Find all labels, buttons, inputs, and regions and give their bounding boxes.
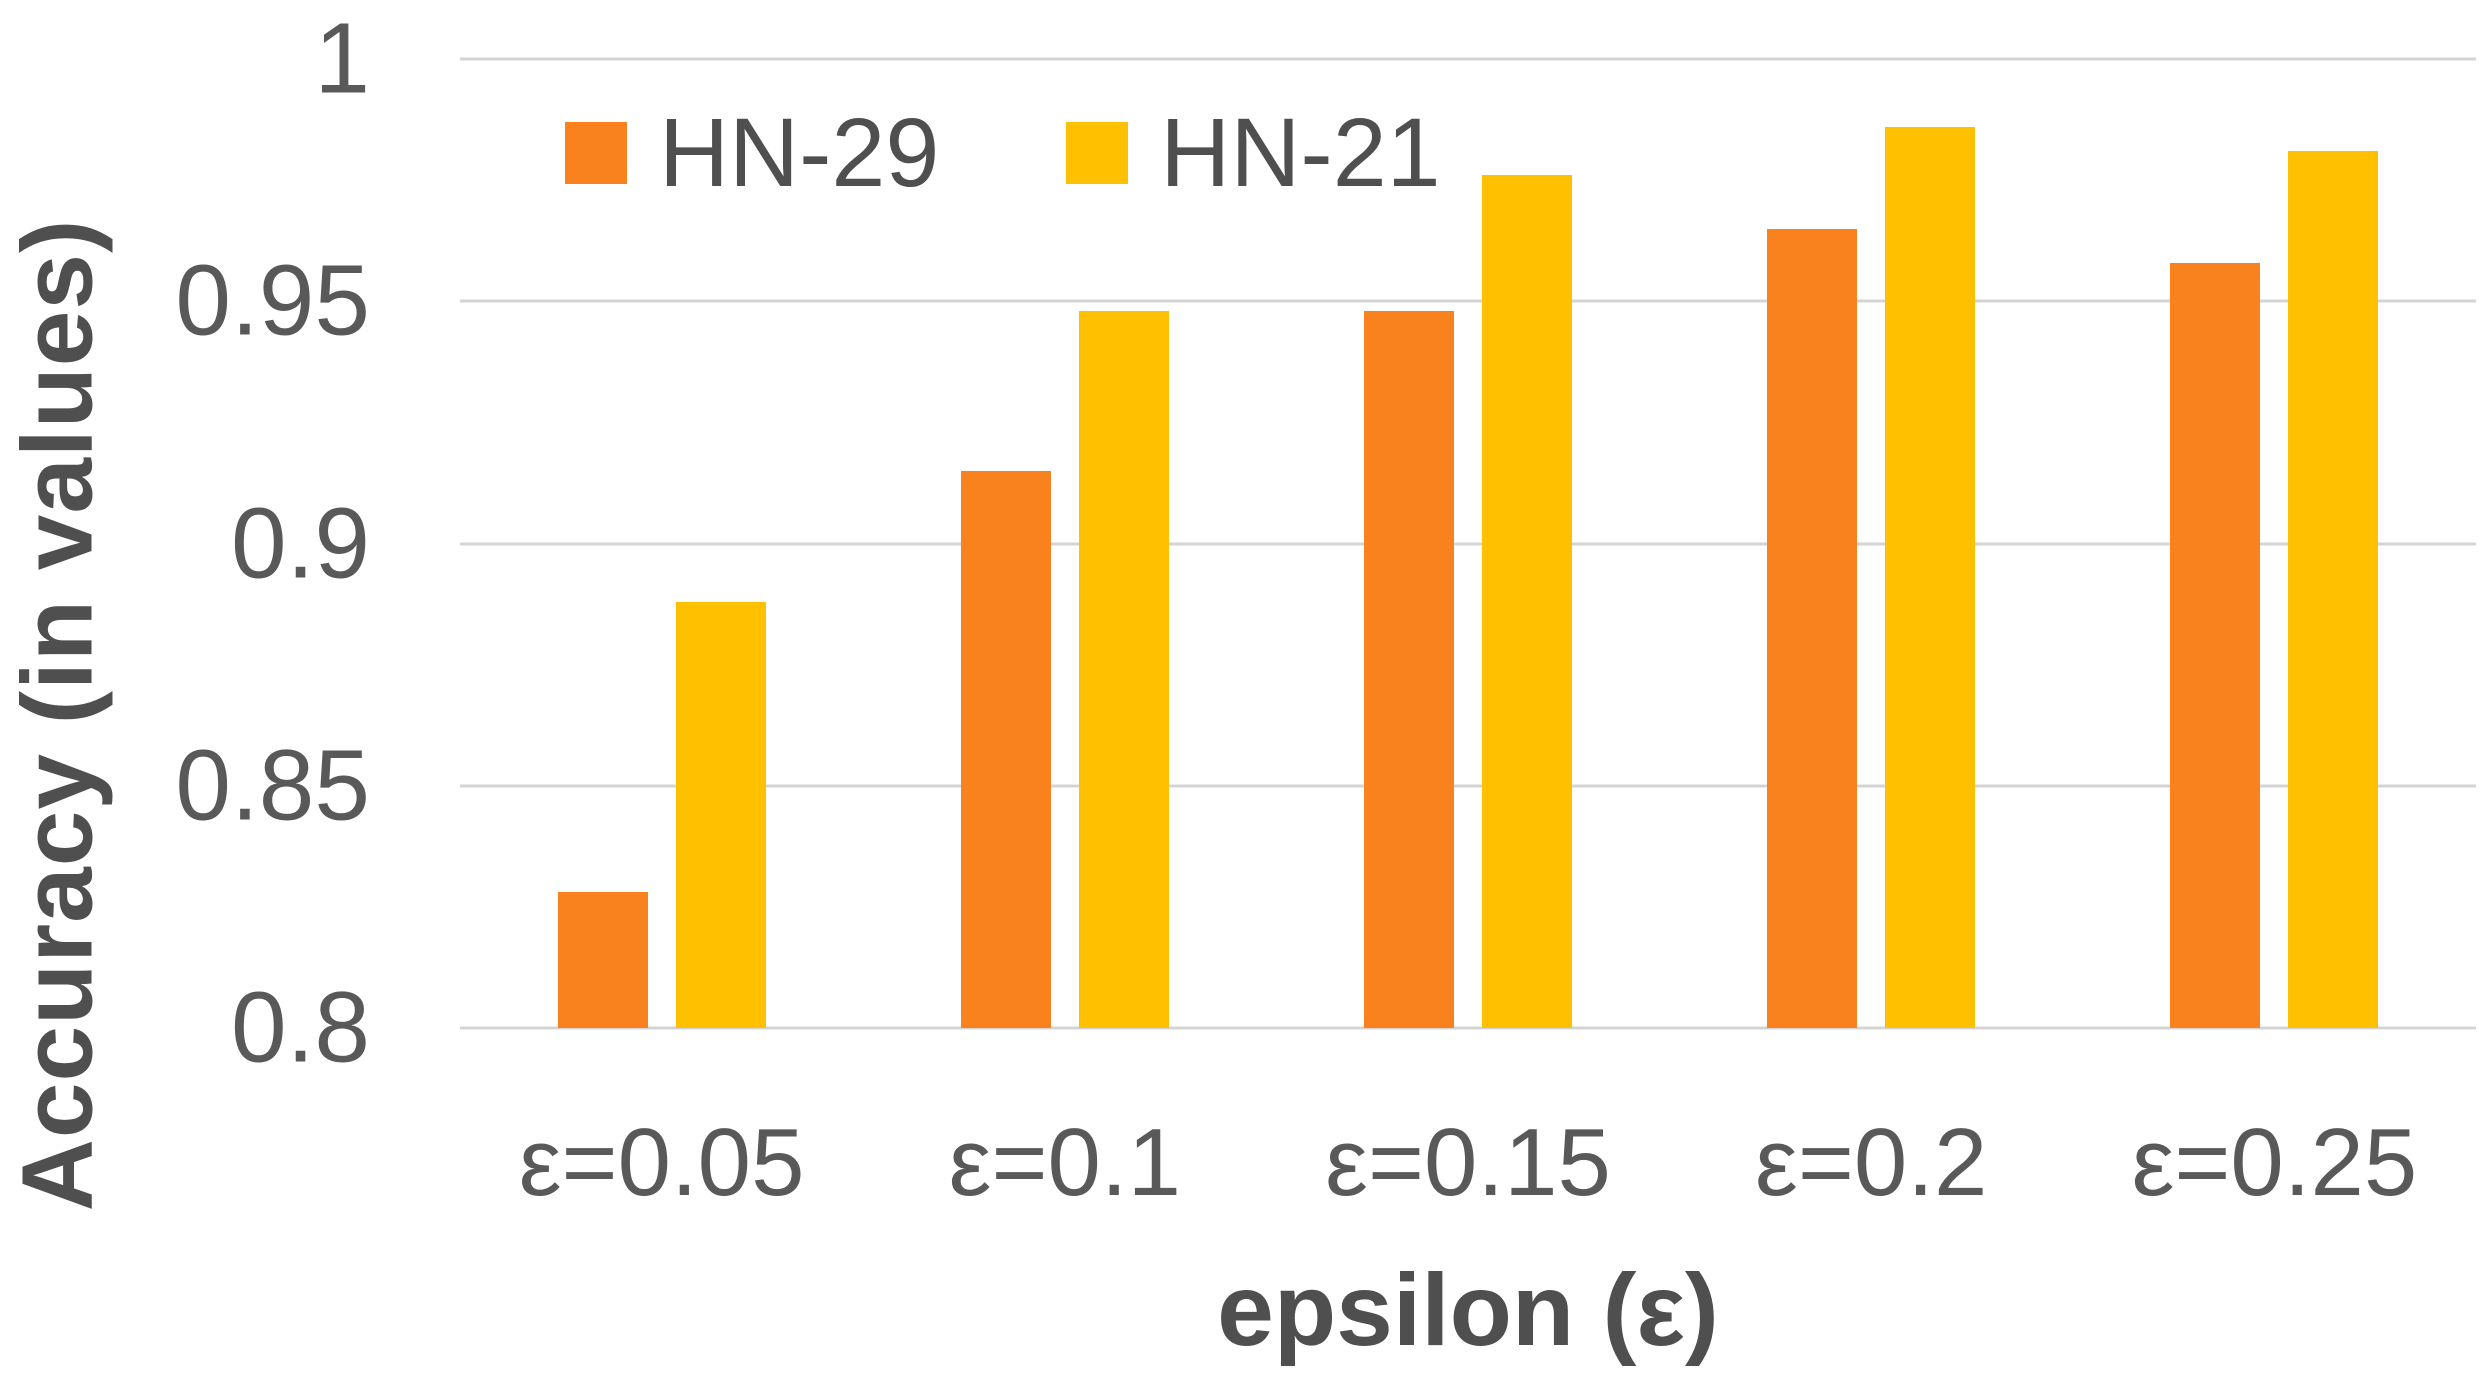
x-tick-ε=0.05: ε=0.05 — [518, 1109, 805, 1216]
gridline-0.95 — [460, 299, 2476, 303]
y-tick-1: 1 — [314, 2, 370, 115]
y-tick-0.85: 0.85 — [175, 729, 370, 842]
y-tick-0.9: 0.9 — [230, 487, 370, 599]
gridline-0.85 — [460, 784, 2476, 788]
x-tick-ε=0.15: ε=0.15 — [1325, 1109, 1611, 1216]
legend-item-hn29: HN-29 — [565, 97, 939, 209]
x-tick-ε=0.25: ε=0.25 — [2131, 1109, 2418, 1216]
x-tick-ε=0.1: ε=0.1 — [948, 1109, 1181, 1216]
bar-hn-29-ε=0.25 — [2170, 262, 2261, 1028]
y-axis-tick-labels: 1 0.95 0.9 0.85 0.8 — [0, 3, 370, 1084]
bar-hn-21-ε=0.05 — [675, 601, 766, 1028]
legend-swatch-hn29-icon — [565, 122, 627, 184]
bar-group-ε=0.15 — [1266, 59, 1669, 1028]
bar-series-container — [460, 59, 2476, 1028]
bar-hn-21-ε=0.2 — [1885, 126, 1976, 1028]
gridline-1 — [460, 57, 2476, 61]
x-axis-title: epsilon (ε) — [1217, 1253, 1719, 1367]
gridline-0.9 — [460, 542, 2476, 545]
legend-swatch-hn21-icon — [1066, 122, 1129, 184]
bar-hn-21-ε=0.15 — [1482, 175, 1572, 1028]
bar-hn-29-ε=0.1 — [960, 470, 1051, 1028]
legend-item-hn21: HN-21 — [1066, 97, 1441, 209]
bar-group-ε=0.1 — [863, 59, 1266, 1028]
plot-area: HN-29 HN-21 — [460, 57, 2476, 1030]
legend-label-hn29: HN-29 — [659, 98, 940, 207]
x-axis-tick-labels: ε=0.05 ε=0.1 ε=0.15 ε=0.2 ε=0.25 — [460, 1108, 2476, 1218]
x-tick-ε=0.2: ε=0.2 — [1755, 1109, 1988, 1216]
bar-group-ε=0.2 — [1670, 59, 2073, 1028]
y-tick-0.95: 0.95 — [175, 244, 370, 357]
bar-hn-29-ε=0.2 — [1767, 228, 1858, 1028]
bar-hn-29-ε=0.05 — [557, 892, 648, 1028]
bar-hn-21-ε=0.1 — [1078, 310, 1169, 1028]
legend-label-hn21: HN-21 — [1160, 98, 1441, 207]
y-tick-0.8: 0.8 — [230, 971, 370, 1084]
gridline-0.8 — [460, 1026, 2476, 1030]
bar-hn-21-ε=0.25 — [2288, 151, 2379, 1028]
legend: HN-29 HN-21 — [565, 97, 1441, 209]
bar-group-ε=0.25 — [2073, 59, 2476, 1028]
bar-group-ε=0.05 — [460, 59, 863, 1028]
bar-hn-29-ε=0.15 — [1364, 310, 1454, 1028]
